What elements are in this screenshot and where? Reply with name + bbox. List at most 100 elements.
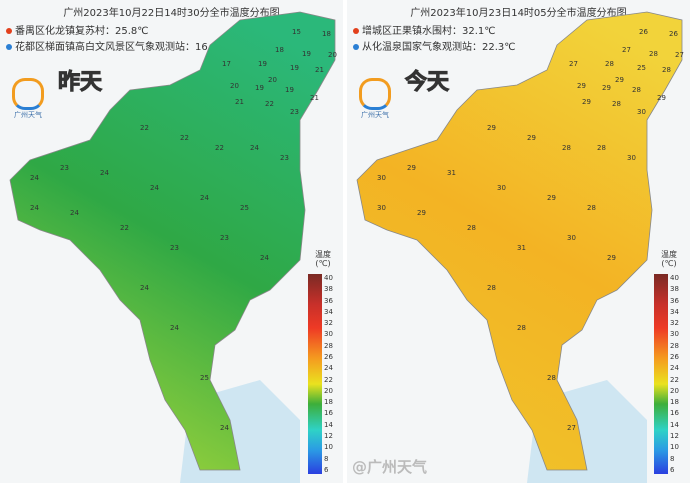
station-temperature: 30 (377, 204, 386, 212)
station-temperature: 27 (675, 51, 684, 59)
station-temperature: 18 (275, 46, 284, 54)
station-temperature: 29 (417, 209, 426, 217)
station-temperature: 18 (322, 30, 331, 38)
station-temperature: 27 (569, 60, 578, 68)
legend-tick: 36 (324, 296, 333, 305)
station-temperature: 30 (377, 174, 386, 182)
station-temperature: 25 (637, 64, 646, 72)
legend-tick: 14 (670, 420, 679, 429)
legend-tick: 24 (324, 364, 333, 373)
station-temperature: 22 (120, 224, 129, 232)
legend-tick: 40 (324, 274, 333, 282)
max-text: 增城区正果镇水围村：32.1℃ (362, 26, 496, 37)
station-temperature: 21 (235, 98, 244, 106)
watermark: @广州天气 (352, 458, 428, 476)
day-label: 今天 (404, 70, 450, 96)
station-temperature: 28 (612, 100, 621, 108)
station-temperature: 29 (582, 98, 591, 106)
station-temperature: 29 (577, 82, 586, 90)
map-title: 广州2023年10月22日14时30分全市温度分布图 (63, 8, 280, 19)
legend-tick: 38 (670, 285, 679, 294)
station-temperature: 31 (447, 169, 456, 177)
station-temperature: 28 (562, 144, 571, 152)
legend-tick: 10 (324, 443, 333, 452)
station-temperature: 28 (547, 374, 556, 382)
station-temperature: 20 (230, 82, 239, 90)
legend-tick: 34 (324, 307, 333, 316)
station-temperature: 23 (290, 108, 299, 116)
legend-tick: 30 (324, 330, 333, 339)
max-temp-station: 番禺区化龙镇复苏村：25.8℃ (6, 22, 149, 37)
station-temperature: 27 (567, 424, 576, 432)
station-temperature: 19 (290, 64, 299, 72)
station-temperature: 28 (649, 50, 658, 58)
station-temperature: 24 (200, 194, 209, 202)
station-temperature: 24 (150, 184, 159, 192)
legend-tick: 28 (670, 341, 679, 350)
station-temperature: 29 (602, 84, 611, 92)
station-temperature: 28 (632, 86, 641, 94)
min-temp-station: 从化温泉国家气象观测站：22.3℃ (353, 38, 516, 53)
legend-tick: 26 (324, 352, 333, 361)
station-temperature: 28 (517, 324, 526, 332)
station-temperature: 19 (258, 60, 267, 68)
legend-tick: 22 (670, 375, 679, 384)
station-temperature: 29 (487, 124, 496, 132)
station-temperature: 28 (605, 60, 614, 68)
legend-tick: 24 (670, 364, 679, 373)
station-temperature: 21 (310, 94, 319, 102)
station-temperature: 20 (268, 76, 277, 84)
legend-tick: 8 (324, 454, 329, 463)
station-temperature: 25 (200, 374, 209, 382)
station-temperature: 25 (240, 204, 249, 212)
station-temperature: 19 (285, 86, 294, 94)
min-text: 从化温泉国家气象观测站：22.3℃ (362, 42, 516, 53)
legend-tick: 16 (670, 409, 679, 418)
legend-tick: 14 (324, 420, 333, 429)
legend-tick: 26 (670, 352, 679, 361)
legend-tick: 18 (670, 398, 679, 407)
color-scale (654, 274, 668, 474)
legend-tick: 18 (324, 398, 333, 407)
station-temperature: 29 (547, 194, 556, 202)
station-temperature: 24 (30, 204, 39, 212)
station-temperature: 30 (567, 234, 576, 242)
legend-title: 温度 (315, 250, 331, 259)
station-temperature: 15 (292, 28, 301, 36)
legend-tick: 22 (324, 375, 333, 384)
station-temperature: 24 (260, 254, 269, 262)
station-temperature: 30 (627, 154, 636, 162)
station-temperature: 29 (527, 134, 536, 142)
station-temperature: 17 (222, 60, 231, 68)
legend-tick: 6 (324, 465, 329, 474)
station-temperature: 23 (60, 164, 69, 172)
station-temperature: 24 (70, 209, 79, 217)
legend-tick: 38 (324, 285, 333, 294)
temperature-legend-left: 温度 (℃) 40 38 36 34 32 30 28 26 24 22 20 18 16 14 12 10 8… (306, 250, 340, 474)
station-temperature: 28 (587, 204, 596, 212)
station-temperature: 19 (255, 84, 264, 92)
legend-tick: 20 (670, 386, 679, 395)
legend-tick: 8 (670, 454, 675, 463)
station-temperature: 30 (497, 184, 506, 192)
guangzhou-weather-logo: 广州天气 (357, 78, 393, 120)
legend-tick: 34 (670, 307, 679, 316)
station-temperature: 24 (220, 424, 229, 432)
legend-tick: 20 (324, 386, 333, 395)
guangzhou-region (356, 11, 683, 471)
min-text: 花都区梯面镇高白文风景区气象观测站：16.3℃ (15, 42, 229, 53)
station-temperature: 24 (170, 324, 179, 332)
guangzhou-weather-logo: 广州天气 (10, 78, 46, 120)
station-temperature: 20 (328, 51, 337, 59)
max-arrow-icon (353, 28, 359, 34)
station-temperature: 22 (180, 134, 189, 142)
station-temperature: 23 (220, 234, 229, 242)
legend-tick: 40 (670, 274, 679, 282)
station-temperature: 22 (265, 100, 274, 108)
legend-tick: 28 (324, 341, 333, 350)
day-label: 昨天 (57, 70, 103, 96)
legend-tick: 32 (670, 319, 679, 328)
station-temperature: 24 (30, 174, 39, 182)
